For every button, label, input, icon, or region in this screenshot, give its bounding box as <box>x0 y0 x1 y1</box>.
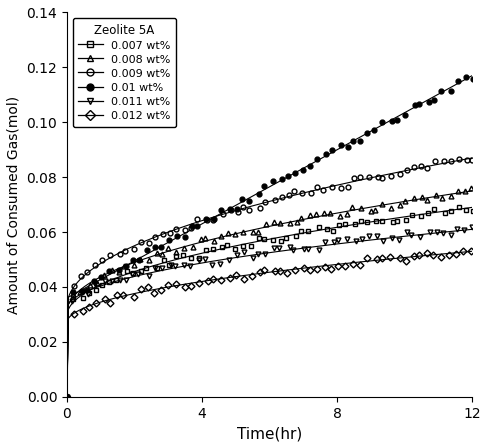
0.007 wt% <box>293 233 299 238</box>
Line: 0.008 wt%: 0.008 wt% <box>64 186 473 399</box>
0.007 wt% <box>470 208 476 214</box>
0.008 wt% <box>294 219 300 224</box>
Legend: 0.007 wt%, 0.008 wt%, 0.009 wt%, 0.01 wt%, 0.011 wt%, 0.012 wt%: 0.007 wt%, 0.008 wt%, 0.009 wt%, 0.01 wt… <box>73 18 176 127</box>
0.012 wt% <box>210 276 216 281</box>
0.007 wt% <box>373 218 379 224</box>
0.012 wt% <box>292 267 298 272</box>
0.011 wt% <box>374 234 380 239</box>
0.007 wt% <box>70 296 76 302</box>
0.008 wt% <box>70 292 76 297</box>
0.012 wt% <box>374 257 380 262</box>
0.011 wt% <box>209 262 215 267</box>
Line: 0.012 wt%: 0.012 wt% <box>64 248 473 399</box>
0.009 wt% <box>375 174 381 180</box>
0.01 wt% <box>211 216 217 221</box>
0.01 wt% <box>315 156 321 162</box>
0.009 wt% <box>314 185 320 190</box>
0.009 wt% <box>71 284 77 289</box>
0.007 wt% <box>210 246 216 252</box>
0.008 wt% <box>327 211 333 216</box>
0.008 wt% <box>64 394 70 400</box>
0.01 wt% <box>328 148 334 153</box>
0.011 wt% <box>316 247 322 253</box>
0.007 wt% <box>456 204 462 210</box>
0.01 wt% <box>371 127 377 133</box>
0.009 wt% <box>64 394 70 400</box>
0.009 wt% <box>329 184 335 190</box>
0.009 wt% <box>469 157 475 163</box>
0.008 wt% <box>372 207 378 212</box>
0.01 wt% <box>292 171 298 176</box>
Y-axis label: Amount of Consumed Gas(mol): Amount of Consumed Gas(mol) <box>7 95 21 314</box>
Line: 0.011 wt%: 0.011 wt% <box>64 224 474 399</box>
0.011 wt% <box>331 239 337 245</box>
Line: 0.007 wt%: 0.007 wt% <box>64 205 475 399</box>
0.009 wt% <box>291 189 297 194</box>
0.011 wt% <box>64 394 70 400</box>
0.01 wt% <box>470 76 476 81</box>
0.007 wt% <box>316 224 322 230</box>
X-axis label: Time(hr): Time(hr) <box>237 426 302 441</box>
0.009 wt% <box>456 157 462 162</box>
0.008 wt% <box>468 185 473 191</box>
0.011 wt% <box>69 298 75 304</box>
0.012 wt% <box>71 311 77 316</box>
0.012 wt% <box>64 394 70 400</box>
0.011 wt% <box>469 224 475 230</box>
0.01 wt% <box>64 394 70 400</box>
0.012 wt% <box>328 266 334 271</box>
0.009 wt% <box>210 218 216 223</box>
0.01 wt% <box>70 289 76 295</box>
0.012 wt% <box>314 266 320 271</box>
Line: 0.009 wt%: 0.009 wt% <box>64 157 475 399</box>
0.012 wt% <box>468 248 474 254</box>
0.01 wt% <box>464 74 469 80</box>
0.008 wt% <box>313 211 319 216</box>
0.011 wt% <box>290 247 296 252</box>
0.008 wt% <box>211 238 217 244</box>
0.007 wt% <box>64 394 70 400</box>
Line: 0.01 wt%: 0.01 wt% <box>64 75 476 399</box>
0.007 wt% <box>330 228 336 234</box>
